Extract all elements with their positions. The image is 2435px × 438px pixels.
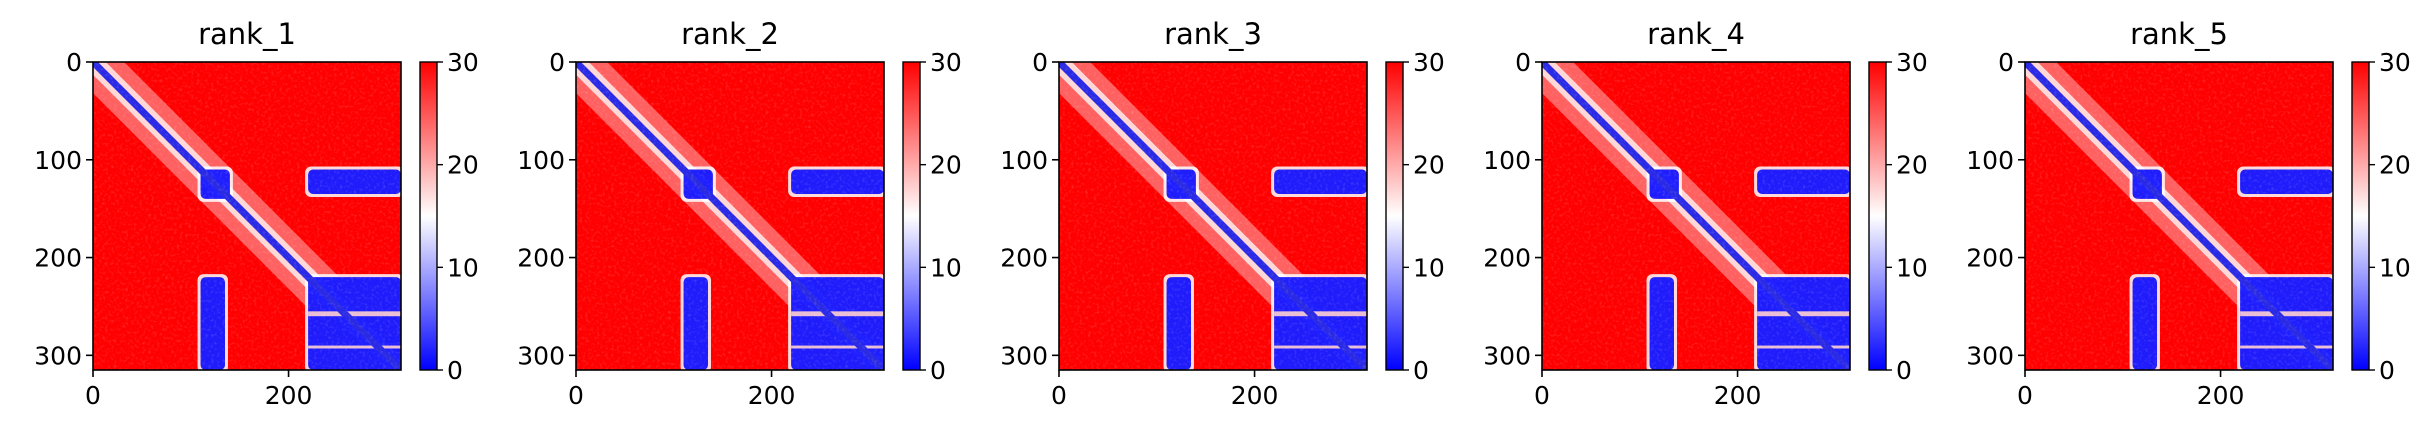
y-tick-label: 0 <box>549 48 565 77</box>
x-tick-label: 200 <box>265 381 313 410</box>
y-tick-label: 0 <box>1515 48 1531 77</box>
axes-frame <box>1058 61 1368 371</box>
heatmap-texture <box>2025 62 2333 370</box>
y-tick-label: 300 <box>1483 341 1531 370</box>
y-tick-label: 0 <box>1032 48 1048 77</box>
y-tick-label: 200 <box>1483 244 1531 273</box>
axes-frame <box>92 61 402 371</box>
heatmap-texture <box>576 62 884 370</box>
y-tick-label: 300 <box>34 341 82 370</box>
colorbar-tick-label: 0 <box>447 356 463 385</box>
x-tick-label: 200 <box>1231 381 1279 410</box>
panel-title: rank_5 <box>2130 17 2228 51</box>
x-tick-label: 200 <box>2197 381 2245 410</box>
y-tick-label: 0 <box>1998 48 2014 77</box>
x-tick-label: 0 <box>568 381 584 410</box>
colorbar-tick-label: 10 <box>1896 253 1928 282</box>
colorbar-tick-label: 30 <box>1413 48 1445 77</box>
heatmap-image <box>1059 62 1367 370</box>
panel-title: rank_3 <box>1164 17 1262 51</box>
colorbar-tick-label: 30 <box>2379 48 2411 77</box>
colorbar-tick-label: 20 <box>447 151 479 180</box>
x-tick-label: 200 <box>1714 381 1762 410</box>
colorbar-tick-label: 0 <box>1413 356 1429 385</box>
y-tick-label: 300 <box>1966 341 2014 370</box>
y-tick-label: 100 <box>517 146 565 175</box>
y-tick-label: 100 <box>34 146 82 175</box>
colorbar-tick-label: 30 <box>447 48 479 77</box>
axes-frame <box>1541 61 1851 371</box>
colorbar-tick-label: 30 <box>930 48 962 77</box>
y-tick-label: 0 <box>66 48 82 77</box>
panel-title: rank_1 <box>198 17 296 51</box>
colorbar <box>419 61 438 371</box>
colorbar-tick-label: 0 <box>1896 356 1912 385</box>
colorbar-tick-label: 10 <box>930 253 962 282</box>
y-tick-label: 100 <box>1483 146 1531 175</box>
axes-frame <box>575 61 885 371</box>
x-tick-label: 0 <box>2017 381 2033 410</box>
heatmap-image <box>93 62 401 370</box>
heatmap-texture <box>1542 62 1850 370</box>
x-tick-label: 200 <box>748 381 796 410</box>
colorbar-tick-label: 30 <box>1896 48 1928 77</box>
panel-title: rank_4 <box>1647 17 1745 51</box>
y-tick-label: 300 <box>517 341 565 370</box>
colorbar-tick-label: 20 <box>1413 151 1445 180</box>
colorbar <box>1385 61 1404 371</box>
x-tick-label: 0 <box>85 381 101 410</box>
colorbar-tick-label: 10 <box>1413 253 1445 282</box>
colorbar-tick-label: 20 <box>1896 151 1928 180</box>
x-tick-label: 0 <box>1534 381 1550 410</box>
heatmap-image <box>2025 62 2333 370</box>
heatmap-texture <box>1059 62 1367 370</box>
heatmap-image <box>1542 62 1850 370</box>
x-tick-label: 0 <box>1051 381 1067 410</box>
heatmap-image <box>576 62 884 370</box>
y-tick-label: 200 <box>1000 244 1048 273</box>
y-tick-label: 200 <box>34 244 82 273</box>
y-tick-label: 200 <box>517 244 565 273</box>
axes-frame <box>2024 61 2334 371</box>
colorbar-tick-label: 0 <box>2379 356 2395 385</box>
y-tick-label: 100 <box>1000 146 1048 175</box>
panel-title: rank_2 <box>681 17 779 51</box>
colorbar-tick-label: 20 <box>930 151 962 180</box>
colorbar-tick-label: 10 <box>447 253 479 282</box>
colorbar <box>1868 61 1887 371</box>
colorbar-tick-label: 0 <box>930 356 946 385</box>
colorbar <box>902 61 921 371</box>
colorbar-tick-label: 20 <box>2379 151 2411 180</box>
y-tick-label: 300 <box>1000 341 1048 370</box>
y-tick-label: 100 <box>1966 146 2014 175</box>
colorbar <box>2351 61 2370 371</box>
y-tick-label: 200 <box>1966 244 2014 273</box>
heatmap-texture <box>93 62 401 370</box>
colorbar-tick-label: 10 <box>2379 253 2411 282</box>
